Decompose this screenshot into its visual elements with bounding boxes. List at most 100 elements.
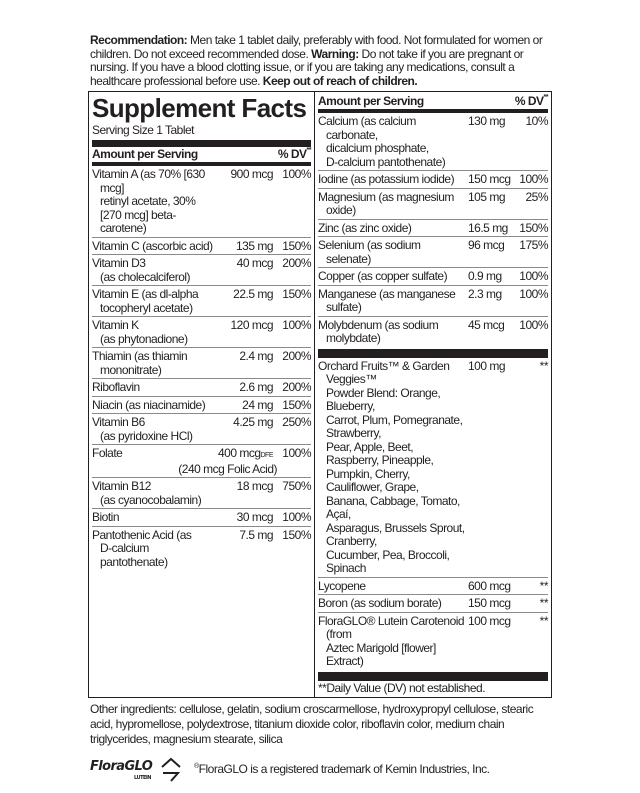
nutrient-name: Vitamin B12 (as cyanocobalamin) [92,479,202,507]
floraglo-logo: FloraGLO LUTEIN [90,757,181,782]
nutrient-row: Manganese (as manganese sulfate) 2.3 mg 10… [318,286,549,317]
amount-value: 18 mcg [236,479,274,493]
amount-value: 900 mcg [230,167,273,181]
nutrient-amount: 30 mcg [215,510,274,525]
nutrient-dv: 100% [519,269,548,283]
nutrient-row: Calcium (as calcium carbonate, dicalcium… [318,113,549,171]
nutrient-dv: 150% [282,238,311,253]
amount-value: 0.9 mg [468,269,502,283]
nutrient-row: Niacin (as niacinamide) 24 mg 150% [92,397,312,414]
divider-bar [318,348,548,358]
nutrient-dv: 10% [525,114,548,128]
amount-value: 130 mg [468,114,506,128]
amount-header: Amount per Serving % DV** [92,147,312,162]
nutrient-row: Iodine (as potassium iodide) 150 mcg 100% [318,171,549,189]
trademark-text: FloraGLO is a registered trademark of Ke… [198,761,490,776]
serving-size: Serving Size 1 Tablet [92,123,195,137]
dv-mark: ** [306,147,312,154]
nutrient-row: Thiamin (as thiamin mononitrate) 2.4 mg 20… [92,348,312,379]
nutrient-name: Vitamin B6 (as pyridoxine HCl) [92,415,193,443]
nutrient-dv: 200% [282,256,311,270]
nutrient-amount: 16.5 mg [465,221,514,236]
nutrient-name: Zinc (as zinc oxide) [318,220,412,235]
facts-title: Supplement Facts [92,93,307,123]
nutrient-amount: 18 mcg [215,479,274,507]
nutrient-amount: 100 mcg [465,614,514,669]
recommendation-label: Recommendation: [90,33,188,47]
nutrient-dv: 250% [282,415,311,429]
nutrient-amount: 900 mcg [215,167,273,236]
nutrient-amount: 2.3 mg [465,286,514,315]
right-nutrient-list: Calcium (as calcium carbonate, dicalcium… [318,113,549,347]
recommendation-body: Men take 1 tablet daily, preferably with… [90,33,543,61]
amount-value: 100 mg [468,358,506,373]
recommendation-text: Recommendation: Men take 1 tablet daily,… [90,33,552,88]
nutrient-dv: ** [539,613,549,628]
nutrient-row: FloraGLO® Lutein Carotenoid (from Aztec … [318,613,549,670]
amount-value: 2.6 mg [239,380,273,394]
nutrient-amount: 7.5 mg [215,528,273,570]
amount-value: 150 mcg [468,596,511,610]
supplement-facts-panel: Supplement Facts Serving Size 1 Tablet A… [88,91,552,698]
keep-out-text: Keep out of reach of children. [262,73,418,88]
nutrient-name: Lycopene [318,578,366,593]
facts-left-column: Supplement Facts Serving Size 1 Tablet A… [89,92,315,697]
amount-value: 600 mcg [468,578,511,593]
nutrient-amount: 22.5 mg [215,287,273,315]
nutrient-dv: ** [539,358,549,373]
divider-bar [92,162,311,166]
other-ingredient-list: Orchard Fruits™ & Garden Veggies™ Powder… [318,358,549,670]
nutrient-row: Magnesium (as magnesium oxide) 105 mg 25% [318,189,549,220]
nutrient-row: Zinc (as zinc oxide) 16.5 mg 150% [318,220,549,237]
nutrient-dv: ** [539,596,549,610]
nutrient-row: Selenium (as sodium selenate) 96 mcg 175% [318,237,549,268]
nutrient-row: Vitamin A (as 70% [630 mcg] retinyl acet… [92,166,312,238]
nutrient-dv: ** [539,578,549,593]
nutrient-dv: 25% [525,189,548,204]
amount-value: 2.3 mg [468,286,502,301]
nutrient-name: Vitamin D3 (as cholecalciferol) [92,256,191,284]
amount-value: 105 mg [468,189,506,204]
amount-value: 4.25 mg [233,415,273,429]
nutrient-dv: 200% [282,380,311,394]
nutrient-amount: 600 mcg [465,578,514,594]
nutrient-row: Copper (as copper sulfate) 0.9 mg 100% [318,268,549,286]
nutrient-amount: 130 mg [465,114,514,169]
amount-header-label: Amount per Serving [318,94,424,108]
other-ingredients: Other ingredients: cellulose, gelatin, s… [90,702,534,746]
nutrient-dv: 750% [282,479,311,493]
nutrient-amount: 2.4 mg [215,349,273,377]
nutrient-row: Vitamin C (ascorbic acid) 135 mg 150% [92,238,312,255]
nutrient-name: Thiamin (as thiamin mononitrate) [92,349,188,377]
nutrient-name: Orchard Fruits™ & Garden Veggies™ Powder… [318,358,465,575]
amount-value: 2.4 mg [239,349,273,363]
nutrient-amount: 150 mcg [465,172,514,187]
label-page: Recommendation: Men take 1 tablet daily,… [88,33,552,782]
amount-value: 22.5 mg [233,287,273,301]
amount-value: 400 mcg [217,446,261,460]
nutrient-row: Folate 400 mcgDFE 100% (240 mcg Folic Acid) [92,445,312,478]
nutrient-name: Biotin [92,510,120,524]
svg-text:FloraGLO: FloraGLO [90,759,153,774]
divider-bar [92,140,311,147]
nutrient-dv: 150% [282,527,311,542]
nutrient-row: Boron (as sodium borate) 150 mcg ** [318,595,549,613]
nutrient-name: Magnesium (as magnesium oxide) [318,189,454,217]
nutrient-dv: 100% [282,446,311,460]
nutrient-name: Vitamin C (ascorbic acid) [92,238,213,253]
trademark-note: ®FloraGLO is a registered trademark of K… [194,760,490,777]
nutrient-dv: 100% [282,510,311,524]
nutrient-dv: 100% [519,317,548,332]
amount-value: 40 mcg [236,256,274,270]
nutrient-amount: 96 mcg [465,238,514,266]
nutrient-row: Vitamin D3 (as cholecalciferol) 40 mcg 200… [92,255,312,286]
left-nutrient-list: Vitamin A (as 70% [630 mcg] retinyl acet… [92,166,312,570]
amount-value: 24 mg [242,397,273,412]
nutrient-amount: 135 mg [215,238,274,254]
amount-unit: DFE [260,452,274,459]
nutrient-row: Molybdenum (as sodium molybdate) 45 mcg 10… [318,317,549,347]
nutrient-amount: 45 mcg [465,318,514,346]
amount-value: 135 mg [235,238,274,253]
nutrient-name: Folate [92,446,123,460]
nutrient-amount: 0.9 mg [465,269,514,284]
